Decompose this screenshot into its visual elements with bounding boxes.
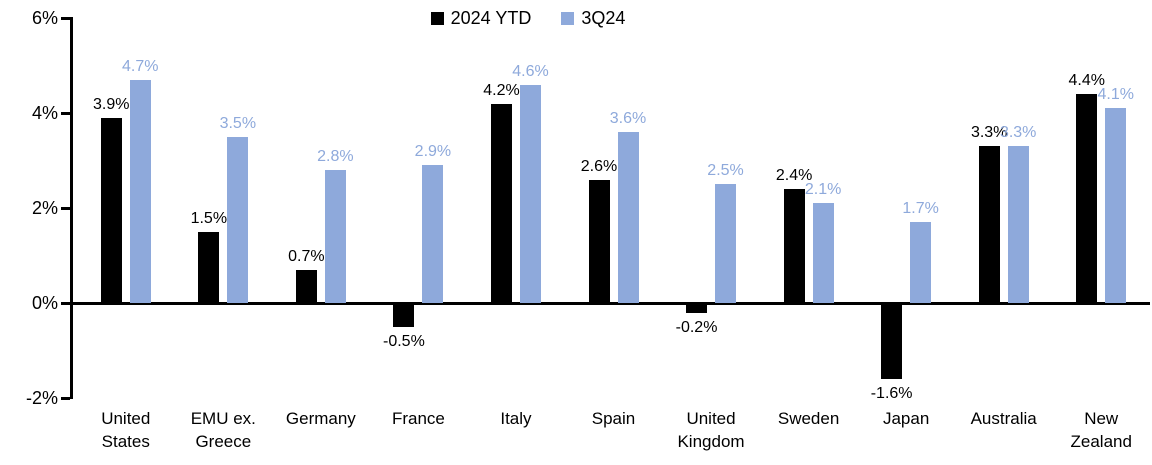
bar-value-label: 4.1% bbox=[1097, 86, 1134, 104]
bar-ytd bbox=[490, 103, 512, 303]
bar-value-label: 3.6% bbox=[609, 110, 647, 127]
y-tick-label: 0% bbox=[31, 293, 58, 313]
x-axis-line bbox=[70, 301, 1150, 305]
category-label: EMU ex. Greece bbox=[190, 409, 256, 451]
bar-3q24 bbox=[1007, 146, 1029, 303]
category-label: New Zealand bbox=[1070, 409, 1132, 451]
category-label: Japan bbox=[882, 409, 930, 428]
bar-3q24 bbox=[129, 79, 151, 303]
bar-value-label: 4.6% bbox=[512, 62, 549, 80]
bar-value-label: 2.5% bbox=[707, 162, 744, 180]
bar-value-label: 2.1% bbox=[804, 181, 842, 199]
y-tick-label: 6% bbox=[31, 8, 58, 28]
bar-value-label: -1.6% bbox=[870, 385, 913, 402]
bar-3q24 bbox=[715, 184, 737, 303]
y-axis-tick bbox=[61, 301, 70, 305]
bar-3q24 bbox=[519, 84, 541, 303]
bar-ytd bbox=[100, 117, 122, 303]
bar-value-label: 1.5% bbox=[190, 209, 228, 227]
category-label: United Kingdom bbox=[677, 409, 745, 451]
bar-value-label: 3.3% bbox=[970, 124, 1008, 142]
category-label: Australia bbox=[970, 409, 1037, 428]
legend-swatch-2024-ytd-icon bbox=[430, 12, 444, 25]
bar-3q24 bbox=[812, 203, 834, 303]
bar-value-label: 4.2% bbox=[483, 81, 520, 99]
bar-value-label: 0.7% bbox=[288, 247, 325, 265]
category-label: Italy bbox=[500, 409, 532, 428]
y-axis-tick bbox=[61, 396, 70, 400]
bar-value-label: 2.4% bbox=[775, 167, 813, 184]
bar-value-label: 1.7% bbox=[902, 200, 939, 218]
bar-value-label: 2.9% bbox=[414, 143, 452, 161]
y-axis-line bbox=[70, 17, 73, 399]
category-label: France bbox=[391, 409, 445, 428]
y-axis-tick bbox=[61, 16, 70, 20]
legend-item-3q24: 3Q24 bbox=[561, 8, 625, 29]
category-label: Sweden bbox=[777, 409, 840, 428]
legend-label-2024-ytd: 2024 YTD bbox=[450, 8, 532, 28]
bar-ytd bbox=[686, 303, 708, 313]
bar-3q24 bbox=[617, 132, 639, 303]
y-tick-label: 2% bbox=[31, 198, 58, 218]
category-label: Spain bbox=[591, 409, 636, 428]
bar-3q24 bbox=[422, 165, 444, 303]
bar-value-label: -0.5% bbox=[383, 332, 425, 350]
bar-ytd bbox=[1076, 94, 1098, 303]
bar-value-label: 2.6% bbox=[580, 157, 618, 175]
bar-value-label: 3.3% bbox=[999, 124, 1037, 142]
bar-value-label: 3.9% bbox=[93, 95, 130, 113]
bar-value-label: 4.7% bbox=[122, 57, 159, 75]
bar-ytd bbox=[881, 303, 903, 379]
bar-ytd bbox=[295, 269, 317, 303]
y-axis-tick bbox=[61, 206, 70, 210]
legend-label-3q24: 3Q24 bbox=[581, 8, 626, 28]
bar-ytd bbox=[978, 146, 1000, 303]
chart-legend: 2024 YTD 3Q24 bbox=[0, 8, 1104, 29]
y-axis-tick bbox=[61, 111, 70, 115]
bar-value-label: -0.2% bbox=[675, 318, 718, 336]
bar-ytd bbox=[783, 189, 805, 303]
bar-3q24 bbox=[1105, 108, 1127, 303]
y-tick-label: 4% bbox=[31, 103, 58, 123]
bar-value-label: 3.5% bbox=[219, 114, 257, 132]
bar-ytd bbox=[198, 231, 220, 303]
legend-swatch-3q24-icon bbox=[561, 12, 575, 25]
bar-value-label: 4.4% bbox=[1068, 72, 1105, 89]
bar-3q24 bbox=[227, 136, 249, 303]
bar-3q24 bbox=[324, 170, 346, 303]
bar-ytd bbox=[588, 179, 610, 303]
category-label: United States bbox=[101, 409, 151, 451]
bar-value-label: 2.8% bbox=[317, 148, 354, 165]
bar-3q24 bbox=[910, 222, 932, 303]
legend-item-2024-ytd: 2024 YTD bbox=[430, 8, 532, 29]
bar-ytd bbox=[393, 303, 415, 327]
category-label: Germany bbox=[285, 409, 356, 428]
y-tick-label: -2% bbox=[25, 388, 58, 408]
